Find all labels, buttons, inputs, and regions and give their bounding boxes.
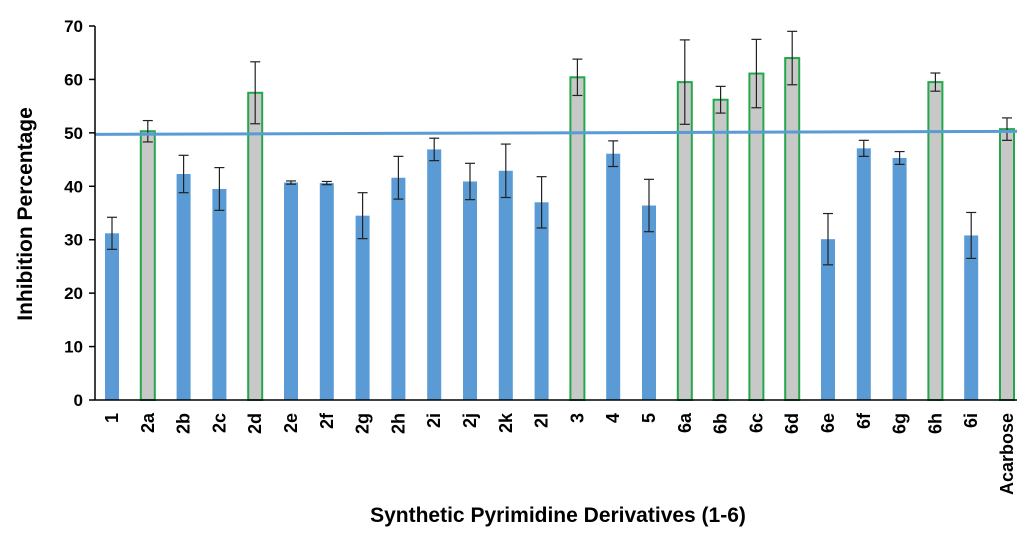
bar-2f [319,183,334,400]
error-bar-6g [894,150,905,165]
x-axis-title: Synthetic Pyrimidine Derivatives (1-6) [370,504,746,527]
y-tick-label-60: 60 [64,70,83,89]
axes-group [89,25,1017,401]
x-tick-label-5: 5 [639,413,659,423]
bar-4 [606,153,621,400]
bar-2j [463,181,477,400]
bars-group [105,57,1015,402]
x-tick-label-2b: 2b [174,413,194,434]
error-bar-2g [357,192,368,240]
error-bar-6e [823,212,833,266]
error-bar-2k [500,143,511,199]
error-bar-5 [644,178,654,233]
bar-2g [355,215,370,400]
error-bar-2d [250,61,261,125]
reference-line-group [94,129,1017,136]
bar-2i [427,149,442,400]
x-tick-label-2d: 2d [245,413,265,434]
error-bar-3 [572,58,583,97]
error-bar-6d [787,30,798,86]
error-bar-4 [608,140,619,168]
bar-6i [964,235,979,400]
error-bar-6h [930,72,941,92]
x-tick-label-2f: 2f [317,412,337,429]
x-tick-label-6b: 6b [711,413,731,434]
x-tick-label-2j: 2j [460,413,480,428]
y-tick-label-30: 30 [64,231,83,250]
error-bar-2a [142,119,153,143]
x-tick-label-2e: 2e [281,413,301,433]
bar-6h [927,81,944,401]
error-bar-2e [286,180,296,185]
bar-Acarbose [999,128,1015,401]
bar-6b [712,98,729,402]
y-tick-label-40: 40 [64,177,83,196]
x-tick-label-6a: 6a [675,412,695,433]
error-bar-6a [679,39,690,125]
bar-6g [892,157,907,400]
y-tick-label-50: 50 [64,124,83,143]
error-bar-2b [178,154,189,194]
error-bar-6b [715,85,726,114]
y-tick-label-0: 0 [74,391,83,410]
x-tick-label-3: 3 [567,413,587,423]
bar-6d [784,57,801,402]
error-bar-6i [966,211,977,260]
x-tick-label-2a: 2a [138,412,158,433]
x-tick-label-2c: 2c [209,413,229,433]
bar-5 [642,205,656,400]
bar-1 [105,233,119,400]
error-bar-2h [393,155,404,200]
x-tick-label-6d: 6d [782,413,802,434]
error-bar-2i [429,137,440,162]
reference-line [94,129,1017,136]
y-tick-labels: 0 10 20 30 40 50 60 70 [64,17,83,410]
x-tick-label-6i: 6i [961,413,981,428]
x-tick-label-2h: 2h [388,413,408,434]
bar-6a [676,81,693,401]
y-tick-label-70: 70 [64,17,83,36]
error-bar-6c [751,38,762,109]
x-tick-label-2k: 2k [496,412,516,433]
error-bar-1 [107,216,117,250]
bar-2h [391,177,406,400]
x-tick-label-1: 1 [102,413,122,423]
x-tick-label-6g: 6g [890,413,910,434]
x-tick-label-2i: 2i [424,413,444,428]
x-tick-label-6f: 6f [854,412,874,429]
error-bars-group [107,30,1012,266]
y-axis-title: Inhibition Percentage [14,107,37,321]
x-tick-label-2l: 2l [532,413,552,428]
error-bar-6f [858,139,869,157]
bar-6f [856,148,871,400]
x-tick-label-6h: 6h [925,413,945,434]
bar-2d [247,91,264,402]
bar-6c [748,72,765,402]
bar-6e [821,239,835,400]
x-tick-label-Acarbose: Acarbose [997,413,1017,495]
bar-2e [284,182,298,400]
error-bar-2c [214,166,225,211]
x-tick-label-6c: 6c [746,413,766,433]
bar-3 [569,76,586,401]
y-tick-label-20: 20 [64,284,83,303]
bar-2b [176,173,191,400]
x-tick-label-6e: 6e [818,413,838,433]
error-bar-2l [536,176,547,229]
bar-2a [139,130,156,402]
bar-2c [212,188,227,400]
error-bar-Acarbose [1002,117,1012,141]
bar-2k [498,170,513,400]
x-category-labels: 1 2a 2b 2c 2d 2e 2f 2g 2h 2i 2j 2k 2l 3 4 5 6a 6b 6c 6d 6e 6f… [102,412,1017,495]
error-bar-2j [465,162,475,201]
error-bar-2f [321,180,332,186]
bar-2l [534,202,549,400]
y-tick-label-10: 10 [64,338,83,357]
x-tick-label-2g: 2g [353,413,373,434]
x-tick-label-4: 4 [603,413,623,423]
